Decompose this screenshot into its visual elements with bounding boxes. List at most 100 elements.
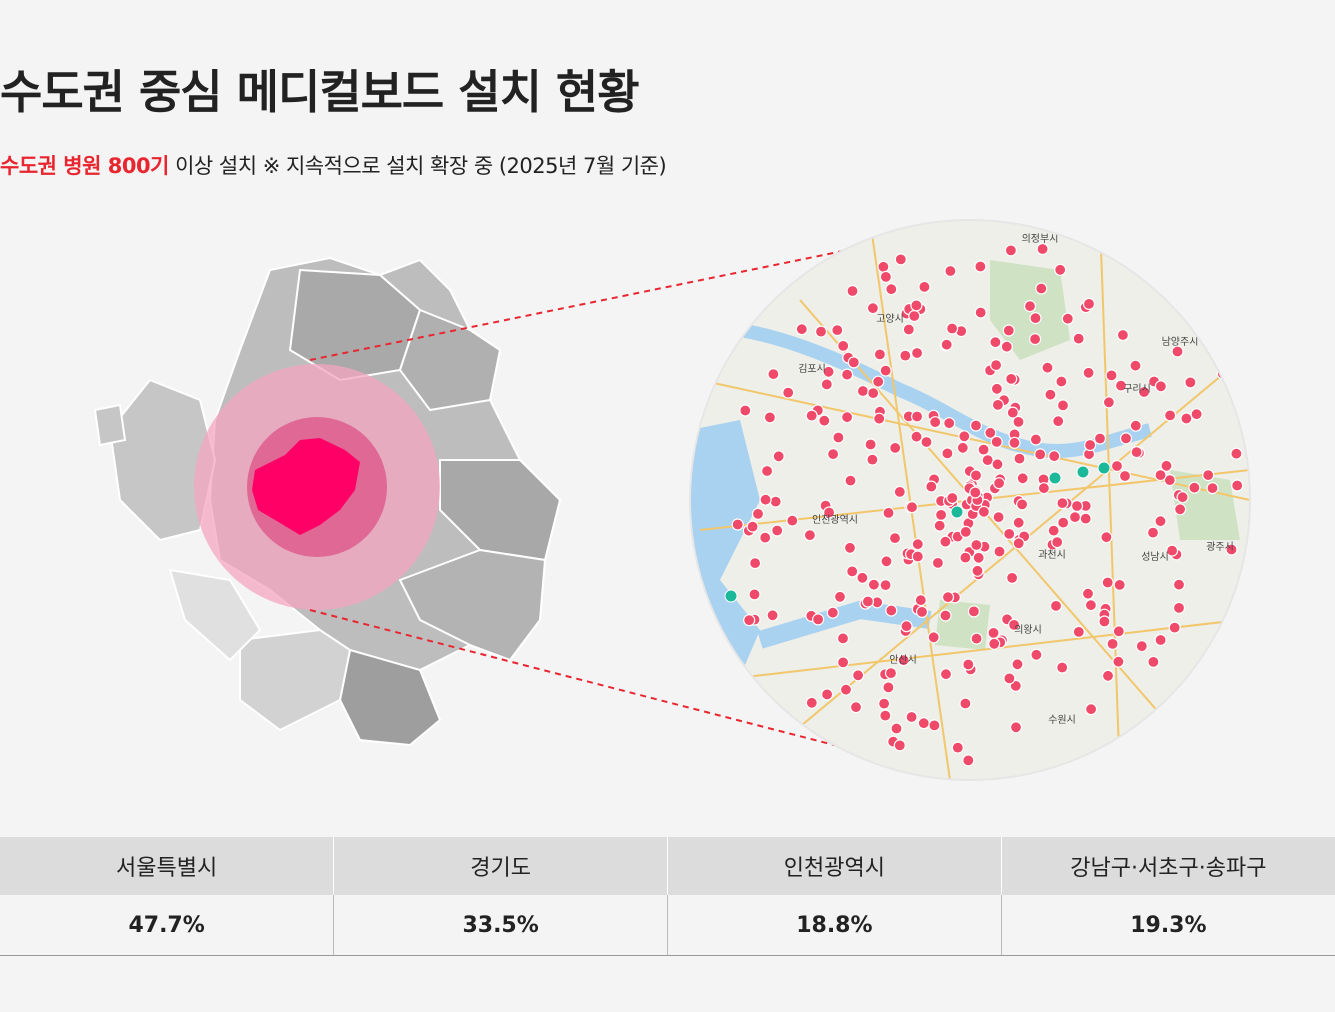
map-pin	[890, 722, 903, 735]
map-pin	[872, 375, 885, 388]
map-pin	[1072, 625, 1085, 638]
map-pin	[763, 411, 777, 424]
map-pin	[1129, 359, 1142, 372]
map-pin	[888, 532, 902, 545]
map-pin	[941, 447, 954, 460]
map-pin	[1101, 576, 1114, 589]
map-pin	[805, 409, 818, 422]
map-pin	[879, 364, 892, 377]
map-pin	[1003, 527, 1016, 540]
map-label: 인천광역시	[812, 514, 858, 526]
map-pin	[837, 339, 850, 352]
map-pin	[931, 556, 945, 569]
map-pin	[1054, 263, 1067, 276]
map-pin	[1083, 438, 1097, 452]
map-pin	[882, 681, 895, 694]
map-pin	[1084, 599, 1098, 612]
map-pin	[766, 609, 779, 622]
zoom-line	[309, 609, 971, 781]
map-label: 수원시	[1048, 714, 1076, 726]
map-pin	[748, 557, 762, 570]
map-pin	[1047, 524, 1060, 537]
map-pin	[1129, 419, 1142, 432]
map-pin	[840, 411, 854, 424]
map-pin	[893, 739, 906, 752]
map-pin	[867, 387, 880, 400]
zoom-border	[689, 219, 1251, 781]
map-pin	[885, 283, 898, 296]
map-label: 남양주시	[1162, 336, 1199, 348]
map-pin	[1165, 544, 1179, 557]
map-pin	[818, 414, 831, 427]
map-pin	[877, 260, 890, 273]
map-pin	[1013, 452, 1026, 465]
map-label: 구리시	[1123, 383, 1151, 395]
map-pin	[967, 605, 981, 618]
map-pin	[832, 431, 845, 444]
map-pin	[1028, 333, 1042, 346]
map-pin	[1112, 625, 1125, 638]
map-pin	[1056, 661, 1069, 674]
map-pin	[1070, 499, 1084, 513]
map-pin	[1002, 324, 1015, 337]
map-pin	[897, 654, 910, 667]
map-pin	[910, 430, 923, 443]
map-pin	[1101, 669, 1115, 682]
map-pin	[939, 668, 953, 681]
map-pin-special	[1048, 471, 1062, 485]
map-pin	[880, 555, 893, 568]
map-pin	[1029, 311, 1042, 325]
subtitle-text: 이상 설치 ※ 지속적으로 설치 확장 중 (2025년 7월 기준)	[168, 154, 667, 178]
map-pin	[849, 701, 863, 714]
map-pin	[1082, 297, 1096, 311]
map-pin	[945, 322, 959, 335]
map-pin	[1116, 328, 1130, 342]
map-pin	[669, 525, 680, 536]
map-pin	[739, 404, 752, 417]
value-cell: 47.7%	[0, 895, 334, 956]
map-pin	[833, 590, 847, 603]
map-pin	[1030, 648, 1043, 661]
map-pin	[1012, 516, 1025, 529]
map-pin	[1147, 655, 1160, 668]
map-pin	[1056, 399, 1070, 412]
map-pin	[1106, 637, 1119, 650]
map-pin	[864, 438, 877, 451]
map-pin	[1100, 531, 1113, 544]
map-pin	[769, 495, 782, 508]
map-pin	[1051, 536, 1064, 549]
map-pin	[969, 469, 983, 482]
map-pin	[795, 323, 808, 336]
header-cell: 서울특별시	[0, 837, 334, 895]
map-pin	[925, 480, 938, 493]
map-pin	[941, 591, 955, 604]
map-pin	[991, 458, 1004, 471]
map-pin	[1163, 474, 1176, 487]
value-cell: 18.8%	[667, 895, 1002, 956]
map-pin	[1173, 503, 1187, 516]
map-pin	[1190, 408, 1203, 421]
map-pin	[959, 525, 972, 538]
map-label: 안산시	[889, 654, 917, 666]
map-pin	[920, 435, 933, 449]
map-pin	[1110, 459, 1124, 473]
map-pin	[851, 669, 865, 682]
map-pin	[811, 613, 825, 626]
header-cell: 경기도	[333, 837, 668, 895]
map-pin	[970, 538, 983, 552]
map-pin	[1016, 472, 1029, 485]
map-pin	[1035, 282, 1048, 295]
map-pin	[989, 336, 1002, 349]
map-pin	[959, 551, 972, 564]
map-pin	[900, 620, 913, 633]
map-pin	[879, 579, 892, 592]
map-pin	[1206, 482, 1219, 495]
map-pin	[958, 430, 971, 443]
map-pin	[988, 637, 1001, 650]
map-pin	[844, 474, 857, 487]
map-label: 성남시	[1141, 551, 1169, 563]
map-pin	[1005, 372, 1018, 385]
map-pin	[1202, 469, 1215, 482]
map-pin	[969, 486, 982, 499]
map-pin	[759, 531, 772, 544]
